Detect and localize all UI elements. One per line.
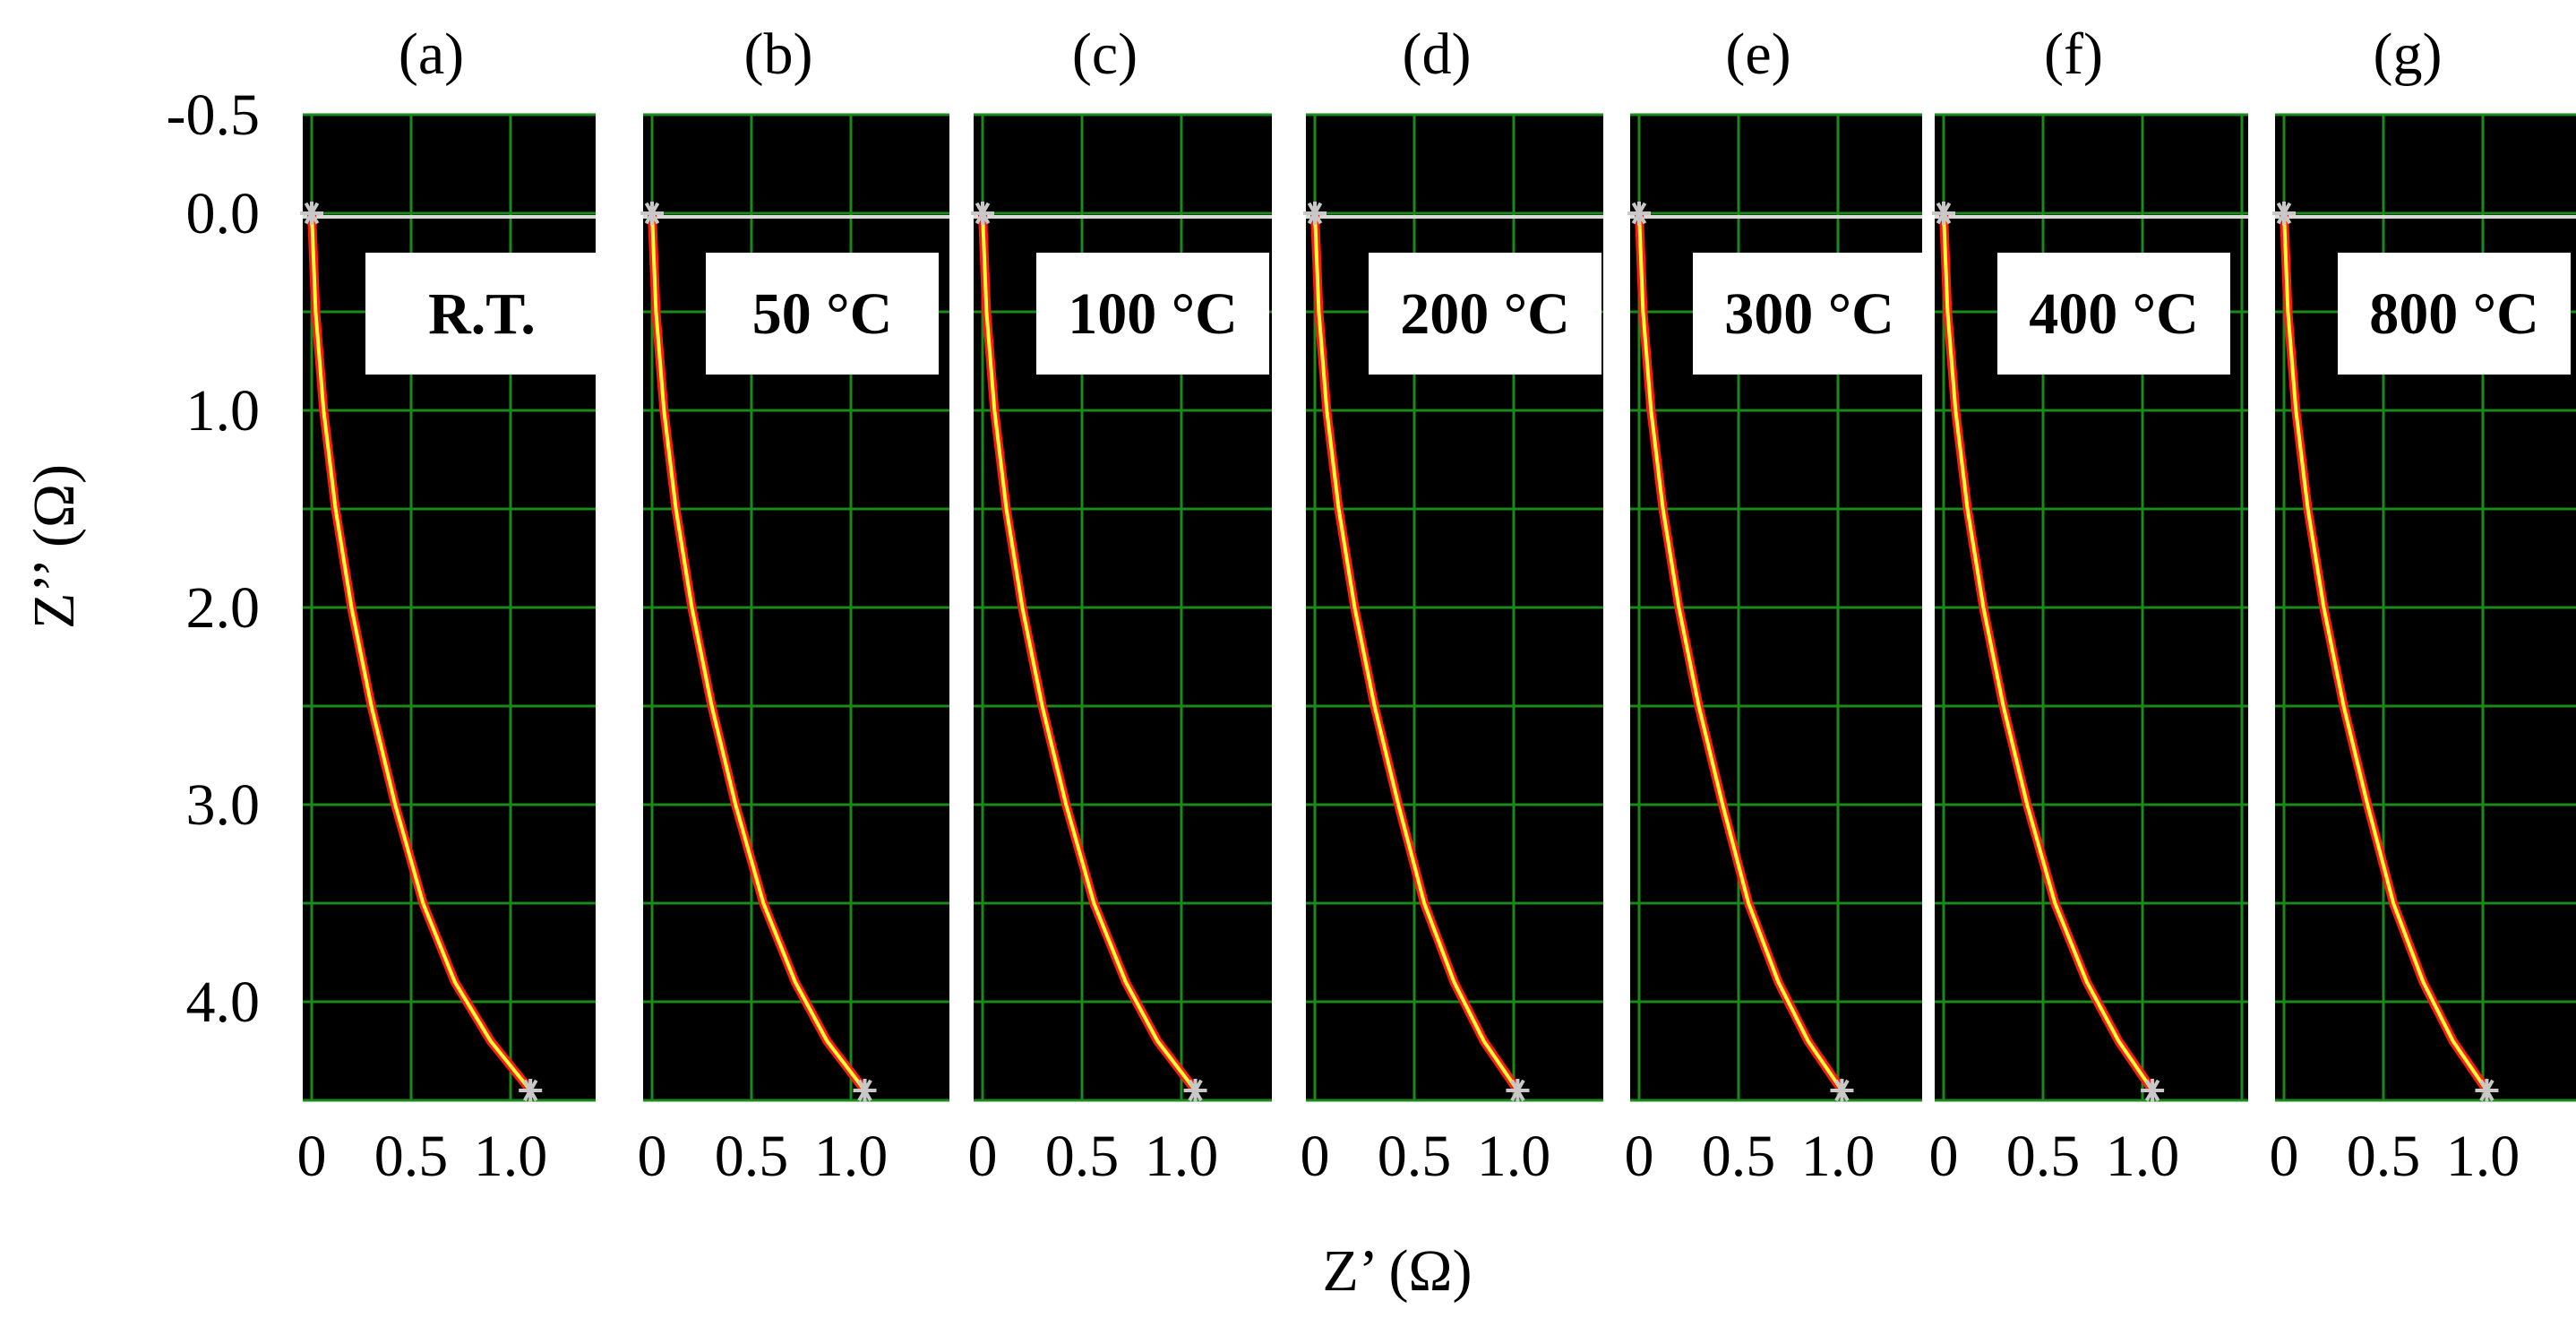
y-tick-label: -0.5 bbox=[167, 82, 260, 148]
x-tick-label: 1.0 bbox=[2446, 1124, 2520, 1189]
panel-a: (a) 0 0.5 1.0 R.T. bbox=[297, 22, 599, 1189]
x-tick-label: 0 bbox=[638, 1124, 667, 1189]
x-tick-label: 0 bbox=[2270, 1124, 2299, 1189]
x-tick-label: 0 bbox=[297, 1124, 327, 1189]
temperature-label: R.T. bbox=[428, 281, 536, 347]
y-tick-label: 0.0 bbox=[186, 181, 261, 246]
panel-title: (e) bbox=[1725, 22, 1790, 87]
temperature-label: 100 °C bbox=[1068, 281, 1238, 347]
panel-title: (c) bbox=[1072, 22, 1138, 87]
x-tick-label: 1.0 bbox=[1145, 1124, 1219, 1189]
panel-c: (c) 0 0.5 1.0 100 °C bbox=[968, 22, 1273, 1189]
y-axis-label: Z’’ (Ω) bbox=[21, 464, 87, 629]
temperature-label: 400 °C bbox=[2029, 281, 2199, 347]
x-tick-label: 0 bbox=[1301, 1124, 1330, 1189]
panel-title: (g) bbox=[2374, 22, 2443, 87]
temperature-label: 50 °C bbox=[752, 281, 893, 347]
x-tick-label: 1.0 bbox=[1801, 1124, 1876, 1189]
y-tick-label: 3.0 bbox=[186, 772, 261, 838]
x-tick-label: 0 bbox=[1625, 1124, 1654, 1189]
x-tick-label: 1.0 bbox=[2106, 1124, 2180, 1189]
x-axis-label: Z’ (Ω) bbox=[1323, 1238, 1473, 1304]
panels-group: (a) 0 0.5 1.0 R.T. (b) 0 0.5 1.0 50 °C (c) 0 0.5 1.0 1… bbox=[297, 22, 2576, 1189]
x-tick-label: 0.5 bbox=[1702, 1124, 1776, 1189]
temperature-label: 200 °C bbox=[1400, 281, 1570, 347]
panel-title: (b) bbox=[744, 22, 813, 87]
panel-title: (a) bbox=[399, 22, 464, 87]
panel-g: (g) 0 0.5 1.0 800 °C bbox=[2270, 22, 2576, 1189]
y-tick-label: 1.0 bbox=[186, 378, 261, 444]
x-tick-label: 0.5 bbox=[1045, 1124, 1120, 1189]
temperature-label: 300 °C bbox=[1724, 281, 1894, 347]
x-tick-label: 0.5 bbox=[2006, 1124, 2081, 1189]
y-tick-label: 2.0 bbox=[186, 575, 261, 641]
panel-title: (f) bbox=[2044, 22, 2103, 87]
y-tick-labels: -0.5 0.0 1.0 2.0 3.0 4.0 bbox=[167, 82, 260, 1035]
panel-f: (f) 0 0.5 1.0 400 °C bbox=[1929, 22, 2249, 1189]
x-tick-label: 1.0 bbox=[814, 1124, 889, 1189]
x-tick-label: 0 bbox=[968, 1124, 998, 1189]
x-tick-label: 0.5 bbox=[2347, 1124, 2421, 1189]
panel-e: (e) 0 0.5 1.0 300 °C bbox=[1625, 22, 1927, 1189]
panel-b: (b) 0 0.5 1.0 50 °C bbox=[638, 22, 950, 1189]
x-tick-label: 0.5 bbox=[715, 1124, 789, 1189]
x-tick-label: 1.0 bbox=[1477, 1124, 1551, 1189]
temperature-label: 800 °C bbox=[2369, 281, 2539, 347]
y-tick-label: 4.0 bbox=[186, 969, 261, 1035]
panel-d: (d) 0 0.5 1.0 200 °C bbox=[1301, 22, 1604, 1189]
x-tick-label: 0.5 bbox=[1378, 1124, 1452, 1189]
panel-title: (d) bbox=[1403, 22, 1472, 87]
x-tick-label: 1.0 bbox=[474, 1124, 548, 1189]
x-tick-label: 0.5 bbox=[374, 1124, 449, 1189]
x-tick-label: 0 bbox=[1929, 1124, 1959, 1189]
